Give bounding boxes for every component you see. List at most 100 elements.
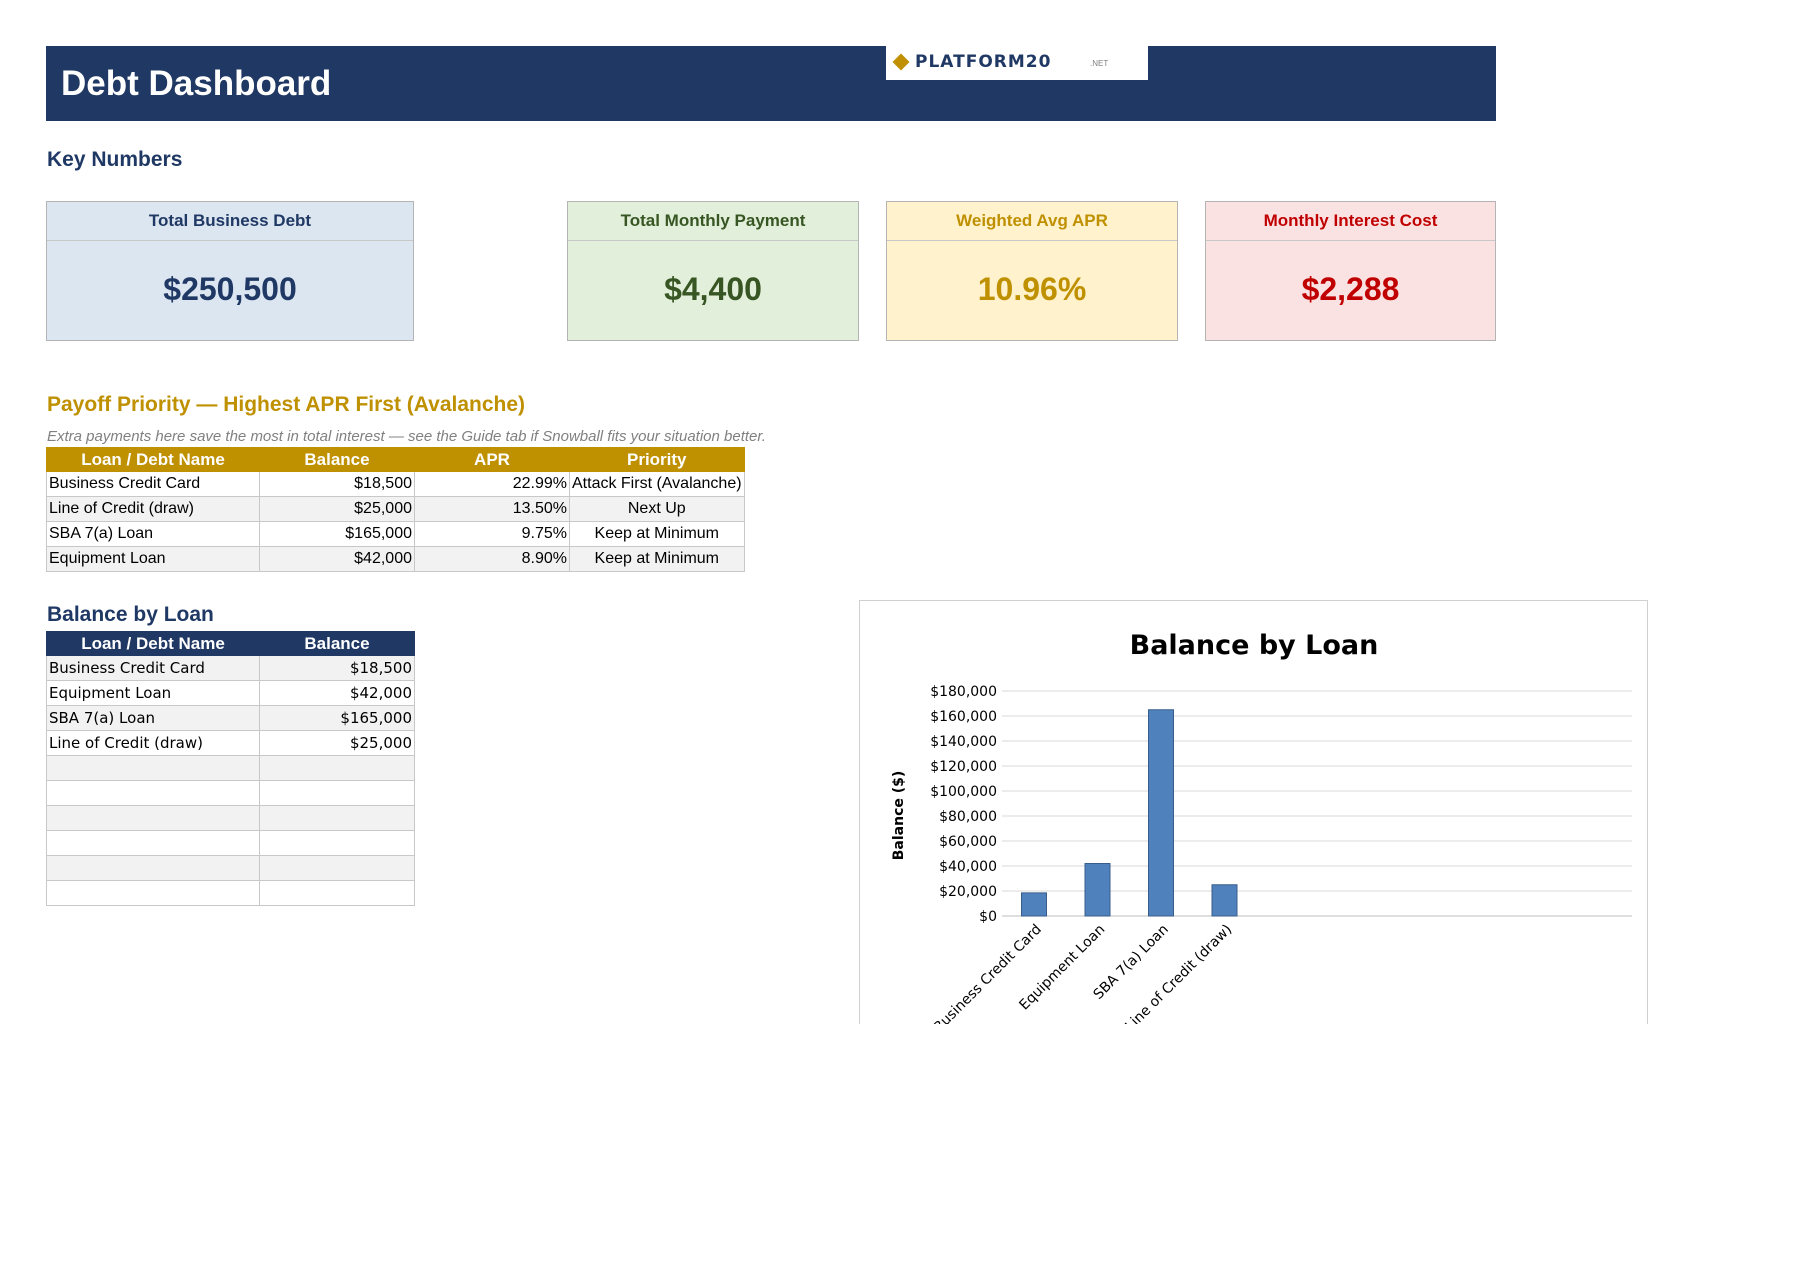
y-tick-label: $60,000: [939, 834, 997, 850]
table-row: [46, 755, 415, 781]
y-tick-label: $40,000: [939, 859, 997, 875]
cell-balance[interactable]: $25,000: [259, 496, 415, 522]
cell-apr[interactable]: 9.75%: [414, 521, 570, 547]
balance-by-loan-table: Loan / Debt Name Balance Business Credit…: [46, 631, 415, 906]
y-tick-label: $80,000: [939, 809, 997, 825]
cell-balance[interactable]: $165,000: [259, 521, 415, 547]
table-header-row: Loan / Debt Name Balance: [46, 631, 415, 656]
cell-balance[interactable]: $18,500: [259, 655, 415, 681]
cell-loan-name[interactable]: SBA 7(a) Loan: [46, 521, 260, 547]
y-tick-label: $120,000: [930, 759, 997, 775]
chart-canvas: Balance by Loan $0 $20,000 $40,000 $60,000 $8…: [891, 630, 1632, 1024]
table-row: Line of Credit (draw) $25,000 13.50% Nex…: [46, 496, 745, 522]
column-header-priority[interactable]: Priority: [569, 447, 745, 472]
cell-balance[interactable]: $18,500: [259, 471, 415, 497]
cell-loan-name[interactable]: SBA 7(a) Loan: [46, 705, 260, 731]
cell-priority[interactable]: Next Up: [569, 496, 745, 522]
chart-title: Balance by Loan: [1130, 630, 1379, 661]
table-row: [46, 830, 415, 856]
kpi-value: $2,288: [1301, 271, 1400, 307]
logo: [886, 46, 1148, 80]
cell-balance[interactable]: [259, 855, 415, 881]
payoff-note: Extra payments here save the most in tot…: [47, 428, 766, 445]
cell-apr[interactable]: 8.90%: [414, 546, 570, 572]
kpi-card-monthly-payment[interactable]: Total Monthly Payment $4,400: [567, 201, 859, 341]
table-row: Line of Credit (draw) $25,000: [46, 730, 415, 756]
kpi-value: $250,500: [163, 271, 297, 307]
kpi-value: $4,400: [664, 271, 762, 307]
cell-loan-name[interactable]: [46, 755, 260, 781]
kpi-label: Total Monthly Payment: [568, 202, 858, 241]
kpi-card-weighted-apr[interactable]: Weighted Avg APR 10.96%: [886, 201, 1178, 341]
kpi-label: Monthly Interest Cost: [1206, 202, 1495, 241]
table-row: [46, 880, 415, 906]
key-numbers-title: Key Numbers: [47, 148, 183, 171]
logo-text: PLATFORM20: [915, 52, 1052, 72]
cell-loan-name[interactable]: [46, 880, 260, 906]
cell-loan-name[interactable]: Equipment Loan: [46, 680, 260, 706]
table-row: SBA 7(a) Loan $165,000: [46, 705, 415, 731]
y-tick-label: $0: [979, 909, 997, 925]
table-row: Equipment Loan $42,000: [46, 680, 415, 706]
cell-balance[interactable]: [259, 805, 415, 831]
column-header-balance[interactable]: Balance: [259, 447, 415, 472]
cell-balance[interactable]: $25,000: [259, 730, 415, 756]
column-header-loan-name[interactable]: Loan / Debt Name: [46, 447, 260, 472]
cell-apr[interactable]: 13.50%: [414, 496, 570, 522]
cell-loan-name[interactable]: [46, 855, 260, 881]
cell-priority[interactable]: Keep at Minimum: [569, 521, 745, 547]
y-tick-label: $140,000: [930, 734, 997, 750]
kpi-label: Weighted Avg APR: [887, 202, 1177, 241]
balance-by-loan-chart[interactable]: Balance by Loan $0 $20,000 $40,000 $60,000 $8…: [859, 600, 1648, 1024]
balance-by-loan-title: Balance by Loan: [47, 603, 214, 626]
cell-apr[interactable]: 22.99%: [414, 471, 570, 497]
table-row: [46, 780, 415, 806]
logo-suffix: .NET: [1090, 59, 1109, 68]
cell-balance[interactable]: [259, 880, 415, 906]
y-tick-label: $20,000: [939, 884, 997, 900]
kpi-label: Total Business Debt: [47, 202, 413, 241]
cell-loan-name[interactable]: [46, 805, 260, 831]
column-header-loan-name[interactable]: Loan / Debt Name: [46, 631, 260, 656]
cell-balance[interactable]: $42,000: [259, 546, 415, 572]
bar-3: [1211, 884, 1238, 917]
x-tick-label: Line of Credit (draw): [1122, 922, 1235, 1024]
payoff-priority-table: Loan / Debt Name Balance APR Priority Bu…: [46, 447, 745, 572]
table-row: SBA 7(a) Loan $165,000 9.75% Keep at Min…: [46, 521, 745, 547]
cell-loan-name[interactable]: Business Credit Card: [46, 471, 260, 497]
header-bar: [46, 46, 1496, 121]
table-row: [46, 805, 415, 831]
payoff-priority-title: Payoff Priority — Highest APR First (Ava…: [47, 393, 526, 416]
cell-loan-name[interactable]: Line of Credit (draw): [46, 730, 260, 756]
cell-priority[interactable]: Attack First (Avalanche): [569, 471, 745, 497]
cell-loan-name[interactable]: [46, 780, 260, 806]
cell-loan-name[interactable]: [46, 830, 260, 856]
page-title: Debt Dashboard: [61, 64, 332, 103]
cell-balance[interactable]: [259, 830, 415, 856]
column-header-balance[interactable]: Balance: [259, 631, 415, 656]
y-tick-label: $180,000: [930, 684, 997, 700]
table-row: [46, 855, 415, 881]
bar-2: [1148, 709, 1174, 917]
cell-loan-name[interactable]: Business Credit Card: [46, 655, 260, 681]
bar-0: [1021, 892, 1047, 917]
kpi-card-total-debt[interactable]: Total Business Debt $250,500: [46, 201, 414, 341]
cell-priority[interactable]: Keep at Minimum: [569, 546, 745, 572]
table-row: Business Credit Card $18,500 22.99% Atta…: [46, 471, 745, 497]
table-row: Equipment Loan $42,000 8.90% Keep at Min…: [46, 546, 745, 572]
cell-balance[interactable]: [259, 755, 415, 781]
cell-balance[interactable]: $165,000: [259, 705, 415, 731]
kpi-value: 10.96%: [977, 271, 1087, 307]
y-axis-label: Balance ($): [891, 771, 907, 861]
cell-loan-name[interactable]: Equipment Loan: [46, 546, 260, 572]
column-header-apr[interactable]: APR: [414, 447, 570, 472]
table-header-row: Loan / Debt Name Balance APR Priority: [46, 447, 745, 472]
table-row: Business Credit Card $18,500: [46, 655, 415, 681]
cell-balance[interactable]: [259, 780, 415, 806]
cell-loan-name[interactable]: Line of Credit (draw): [46, 496, 260, 522]
cell-balance[interactable]: $42,000: [259, 680, 415, 706]
kpi-card-interest-cost[interactable]: Monthly Interest Cost $2,288: [1205, 201, 1496, 341]
y-tick-label: $160,000: [930, 709, 997, 725]
y-tick-label: $100,000: [930, 784, 997, 800]
bar-1: [1084, 863, 1111, 917]
